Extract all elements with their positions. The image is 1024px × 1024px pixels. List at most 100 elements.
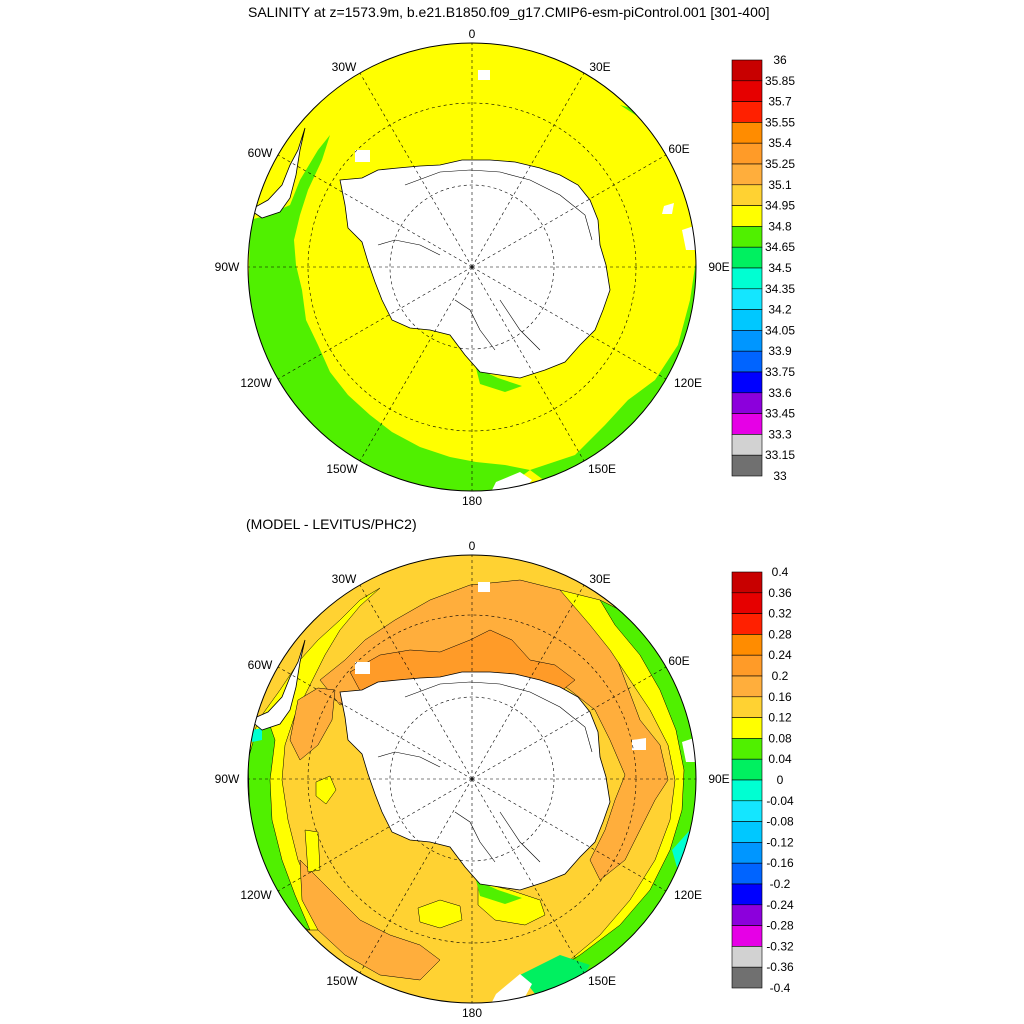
bottom-lon-label: 60E [668,654,689,668]
top-colorbar-swatch [731,163,763,186]
bottom-colorbar: 0.4 0.36 0.32 0.28 0.24 0.2 0.16 0.12 0.08 0.04 0 -… [731,565,794,995]
bottom-colorbar-swatch [731,925,763,947]
bottom-ice-shelf-line [377,681,593,863]
top-colorbar-label: 34.2 [768,303,792,317]
top-lon-label: 60W [248,146,273,160]
bottom-colorbar-label: 0.08 [768,731,792,745]
bottom-lon-label: 90W [215,772,240,786]
top-map-border [247,42,697,492]
bottom-colorbar-swatch [731,966,763,989]
top-colorbar-swatch [731,59,763,82]
top-colorbar-label: 34.35 [765,282,795,296]
top-green-band-west [248,135,530,491]
bottom-lon-label: 30E [589,572,610,586]
top-colorbar-swatch [731,371,763,394]
top-colorbar-label: 33.6 [768,386,792,400]
bottom-green-strip-ross [476,880,522,904]
bottom-colorbar-swatch [731,821,763,843]
top-colorbar-label: 35.25 [765,157,795,171]
bottom-lon-label: 90E [708,772,729,786]
bottom-colorbar-label: 0.04 [768,752,792,766]
bottom-lon-label: 150W [326,974,358,988]
bottom-colorbar-swatch [731,654,763,677]
top-land-east-edge [682,226,696,250]
top-polar-map: 0 30E 60E 90E 120E 150E 180 150W 120W 90W 60W 30W [215,27,730,508]
bottom-colorbar-swatch [731,862,763,885]
bottom-colorbar-swatch [731,842,763,864]
bottom-lon-label: 150E [588,974,616,988]
top-colorbar-swatch [731,80,763,102]
bottom-colorbar-label: 0.32 [768,607,792,621]
top-colorbar-swatch [731,101,763,123]
bottom-colorbar-label: -0.32 [766,939,794,953]
top-colorbar-label: 33.15 [765,448,795,462]
top-colorbar-swatch [731,246,763,269]
top-colorbar-swatch [731,392,763,414]
bottom-lon-label: 30W [332,572,357,586]
bottom-colorbar-label: 0.24 [768,648,792,662]
top-colorbar-swatch [731,205,763,227]
top-colorbar-swatch [731,413,763,435]
top-colorbar-label: 35.4 [768,136,792,150]
bottom-land-east-edge [682,738,696,762]
bottom-yellow-cross [304,829,321,873]
top-colorbar: 36 35.85 35.7 35.55 35.4 35.25 35.1 34.95 34.8 34… [731,53,795,483]
bottom-colorbar-label: 0 [777,773,784,787]
top-colorbar-label: 35.1 [768,178,792,192]
top-colorbar-swatch [731,330,763,352]
top-colorbar-label: 35.55 [765,115,795,129]
bottom-lon-label: 120E [674,888,702,902]
top-colorbar-label: 34.65 [765,240,795,254]
bottom-colorbar-swatch [731,779,763,802]
bottom-colorbar-label: 0.4 [772,565,789,579]
top-ice-shelf-line [377,169,593,351]
top-colorbar-swatch [731,434,763,456]
bottom-colorbar-swatch [731,696,763,718]
top-lon-label: 30W [332,60,357,74]
top-map-title: SALINITY at z=1573.9m, b.e21.B1850.f09_g… [248,4,770,20]
top-colorbar-swatch [731,226,763,248]
top-lon-label: 150E [588,462,616,476]
top-colorbar-label: 33 [773,469,787,483]
top-colorbar-label: 34.8 [768,219,792,233]
top-colorbar-swatch [731,454,763,477]
bottom-lon-label: 60W [248,658,273,672]
bottom-colorbar-label: 0.28 [768,627,792,641]
top-antarctica [339,159,611,379]
bottom-colorbar-label: 0.2 [772,669,789,683]
top-longitude-labels: 0 30E 60E 90E 120E 150E 180 150W 120W 90W 60W 30W [215,27,730,508]
top-island-west [355,150,370,162]
bottom-yellow-blob-2 [315,775,337,805]
bottom-colorbar-label: -0.4 [770,981,791,995]
bottom-colorbar-swatch [731,946,763,968]
top-colorbar-swatch [731,142,763,165]
bottom-colorbar-swatch [731,592,763,614]
bottom-colorbar-label: 0.36 [768,586,792,600]
top-colorbar-label: 35.85 [765,74,795,88]
top-colorbar-label: 34.95 [765,199,795,213]
bottom-colorbar-swatch [731,904,763,926]
bottom-colorbar-swatch [731,634,763,656]
top-colorbar-label: 36 [773,53,787,67]
bottom-island-west [355,662,370,674]
bottom-colorbar-label: -0.16 [766,856,794,870]
top-colorbar-label: 33.3 [768,427,792,441]
bottom-colorbar-swatch [731,738,763,760]
top-colorbar-label: 34.5 [768,261,792,275]
bottom-land-east-small [632,738,646,750]
top-colorbar-label: 34.05 [765,323,795,337]
bottom-map-border [247,554,697,1004]
bottom-colorbar-swatch [731,613,763,635]
bottom-colorbar-label: -0.04 [766,794,794,808]
top-colorbar-swatch [731,309,763,331]
bottom-map-title: (MODEL - LEVITUS/PHC2) [246,516,417,532]
bottom-yellow-blob-1 [417,899,463,929]
bottom-colorbar-label: -0.24 [766,898,794,912]
bottom-polar-map: 0 30E 60E 90E 120E 150E 180 150W 120W 90W 60W 30W [215,539,730,1020]
bottom-colorbar-swatch [731,717,763,739]
top-colorbar-swatch [731,184,763,206]
bottom-island-north [478,582,490,592]
top-lon-label: 120E [674,376,702,390]
bottom-lon-label: 180 [462,1006,482,1020]
